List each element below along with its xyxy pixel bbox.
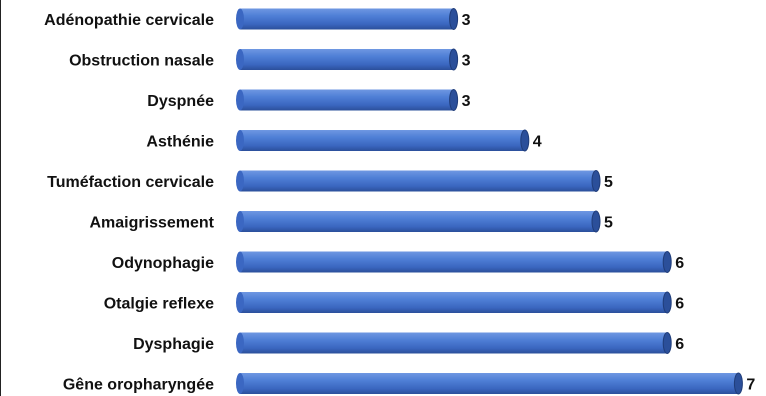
data-label: 5: [604, 215, 613, 232]
bar-end-cap: [662, 332, 672, 354]
bar-left-cap: [236, 170, 244, 192]
data-label: 3: [462, 93, 471, 110]
data-label: 3: [462, 12, 471, 29]
bar-body: [240, 89, 454, 111]
bar-left-cap: [236, 292, 244, 313]
bar-body: [240, 373, 739, 394]
bar-6: [236, 210, 601, 233]
bar-end-cap: [591, 170, 601, 192]
bar-left-cap: [236, 8, 244, 30]
bar-end-cap: [591, 210, 601, 233]
category-label: Adénopathie cervicale: [44, 12, 214, 29]
bar-left-cap: [236, 373, 244, 394]
category-label: Dyspnée: [147, 93, 214, 110]
bar-left-cap: [236, 49, 244, 70]
bar-end-cap: [449, 48, 459, 71]
bar-1: [236, 8, 459, 30]
bar-7: [236, 251, 672, 273]
data-labels: 3 3 3 4 5 5 6 6 6 7: [462, 12, 756, 394]
bar-left-cap: [236, 89, 244, 111]
bar-left-cap: [236, 251, 244, 273]
category-label: Odynophagie: [112, 255, 214, 272]
data-label: 6: [675, 296, 684, 313]
bar-end-cap: [662, 291, 672, 314]
bar-left-cap: [236, 211, 244, 232]
bar-end-cap: [662, 251, 672, 273]
bar-body: [240, 332, 668, 354]
category-label: Otalgie reflexe: [104, 296, 214, 313]
category-label: Obstruction nasale: [69, 53, 214, 70]
bar-body: [240, 49, 454, 70]
bar-series: [236, 8, 743, 395]
bar-end-cap: [733, 372, 743, 395]
bar-body: [240, 292, 668, 313]
bar-body: [240, 170, 596, 192]
bar-end-cap: [449, 89, 459, 111]
bar-9: [236, 332, 672, 354]
bar-body: [240, 211, 596, 232]
bar-10: [236, 372, 743, 395]
bar-body: [240, 8, 454, 30]
data-label: 5: [604, 174, 613, 191]
data-label: 4: [533, 134, 542, 151]
category-label: Dysphagie: [133, 336, 214, 353]
category-label: Gêne oropharyngée: [63, 377, 214, 394]
category-label: Amaigrissement: [90, 215, 215, 232]
bar-left-cap: [236, 130, 244, 151]
bar-4: [236, 129, 530, 152]
bar-body: [240, 251, 668, 273]
data-label: 6: [675, 255, 684, 272]
bar-end-cap: [520, 129, 530, 152]
bar-5: [236, 170, 601, 192]
data-label: 7: [746, 377, 755, 394]
data-label: 6: [675, 336, 684, 353]
bar-end-cap: [449, 8, 459, 30]
bar-left-cap: [236, 332, 244, 354]
data-label: 3: [462, 53, 471, 70]
bar-3: [236, 89, 459, 111]
category-label: Asthénie: [146, 134, 214, 151]
bar-body: [240, 130, 525, 151]
category-label: Tuméfaction cervicale: [47, 174, 214, 191]
bar-8: [236, 291, 672, 314]
bar-2: [236, 48, 459, 71]
category-axis-labels: Adénopathie cervicale Obstruction nasale D…: [44, 12, 215, 394]
